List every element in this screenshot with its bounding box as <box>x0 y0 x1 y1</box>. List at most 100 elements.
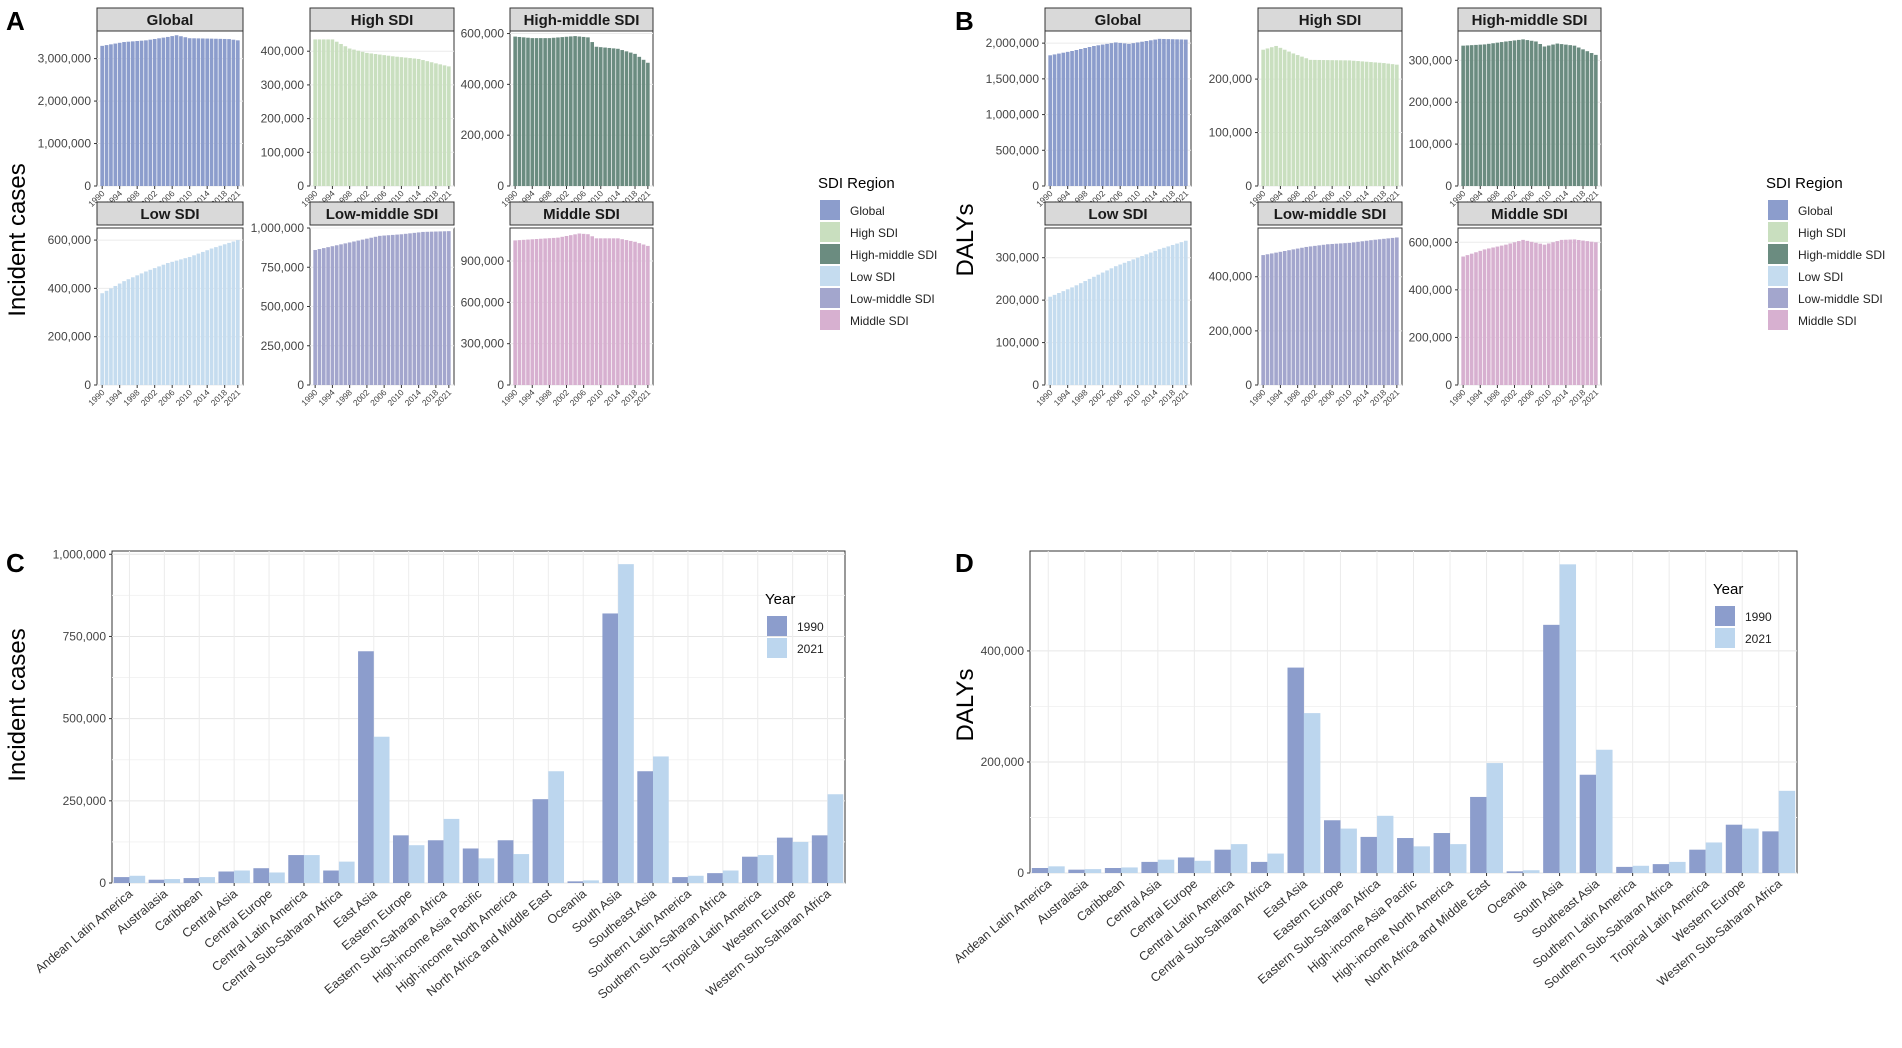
bar <box>1572 45 1577 186</box>
bar <box>1369 240 1373 385</box>
panel-label-b: B <box>955 6 974 36</box>
facet-strip-label: Middle SDI <box>1491 206 1568 223</box>
bar <box>543 238 547 385</box>
legend-key <box>820 244 840 264</box>
x-tick-label: 1998 <box>334 387 355 408</box>
bar <box>1105 270 1109 385</box>
x-tick-label: 1994 <box>1464 387 1485 408</box>
x-tick-label: 2010 <box>1533 387 1554 408</box>
bar <box>1382 63 1386 186</box>
bar <box>326 39 330 186</box>
facet-strip <box>509 201 654 226</box>
bar <box>1465 255 1470 385</box>
bar <box>447 66 451 186</box>
bar-2021 <box>408 845 425 883</box>
bar <box>183 37 188 187</box>
bar <box>1568 45 1572 186</box>
y-tick-label: 200,000 <box>461 128 505 142</box>
bar <box>1568 239 1572 385</box>
bar <box>157 38 161 186</box>
bar <box>526 37 530 186</box>
year-legend-c: Year 1990 2021 <box>765 591 824 658</box>
bar-1990 <box>1652 864 1670 873</box>
bar <box>161 264 166 385</box>
x-tick-label: 1994 <box>104 387 125 408</box>
y-tick-label: 600,000 <box>461 27 505 41</box>
bar <box>1395 64 1399 186</box>
bar <box>1360 241 1365 385</box>
bar-1990 <box>1031 868 1049 873</box>
bar <box>1175 243 1179 385</box>
bar <box>1572 239 1577 385</box>
bar <box>1478 44 1483 187</box>
bar <box>1183 39 1188 187</box>
bar <box>205 250 210 385</box>
x-tick-label: 2010 <box>1122 387 1143 408</box>
facet-strip-label: Low-middle SDI <box>326 206 439 223</box>
y-tick-label: 300,000 <box>996 251 1040 265</box>
y-tick-label: 1,000,000 <box>53 547 107 561</box>
bar <box>1330 243 1334 385</box>
bar <box>1153 39 1158 187</box>
bar <box>1478 250 1483 385</box>
bar <box>1343 243 1347 385</box>
facet-strip-label: Global <box>1095 12 1142 29</box>
bar-1990 <box>1543 624 1560 873</box>
legend-label: High-middle SDI <box>1798 248 1885 262</box>
y-tick-label: 600,000 <box>48 233 92 247</box>
y-tick-label: 100,000 <box>1409 137 1453 151</box>
bar-2021 <box>583 880 599 883</box>
bar <box>425 231 430 385</box>
bar <box>1065 51 1070 186</box>
facet-strip-label: High SDI <box>1299 12 1362 29</box>
bar <box>568 235 573 385</box>
bar <box>209 38 214 187</box>
bar <box>1581 49 1585 186</box>
bar <box>1551 242 1555 385</box>
x-tick-label: 2002 <box>1087 387 1108 408</box>
y-tick-label: 0 <box>99 876 106 890</box>
bar-2021 <box>687 875 704 883</box>
bar-1990 <box>776 837 793 883</box>
bar <box>1369 62 1373 186</box>
bar-2021 <box>1084 869 1102 873</box>
bar <box>573 36 577 186</box>
bar <box>1078 49 1083 186</box>
bar <box>321 39 326 186</box>
bar-1990 <box>1616 866 1633 873</box>
legend-key <box>820 222 840 242</box>
legend-label: Low-middle SDI <box>1798 292 1883 306</box>
bar <box>130 277 135 385</box>
bar <box>1135 257 1140 385</box>
facet-strip <box>1257 201 1403 226</box>
bar <box>530 38 535 187</box>
bar <box>1308 246 1313 385</box>
bar <box>1516 241 1521 385</box>
bar-1990 <box>1141 861 1158 873</box>
legend-label: High-middle SDI <box>850 248 937 262</box>
bar <box>1386 63 1391 186</box>
bar <box>192 255 196 385</box>
bar <box>416 232 421 385</box>
bar <box>1351 60 1356 186</box>
bar <box>1373 62 1378 186</box>
bar-2021 <box>164 879 181 883</box>
bar <box>1096 274 1101 385</box>
bar <box>1576 239 1581 385</box>
x-tick-label: 2002 <box>1299 387 1320 408</box>
bar <box>586 234 590 385</box>
bar <box>382 235 386 385</box>
bar <box>174 35 179 186</box>
bar <box>148 39 153 187</box>
bar-2021 <box>1230 844 1248 873</box>
facet-strip-label: High SDI <box>351 12 414 29</box>
legend-key <box>1768 266 1788 286</box>
x-tick-label: 2002 <box>351 387 372 408</box>
legend-key <box>1715 628 1735 648</box>
panel-b-facet-middle-sdi: Middle SDI0200,000400,000600,00019901994… <box>1409 201 1602 408</box>
bar <box>1521 39 1525 186</box>
bar <box>1360 61 1365 186</box>
bar <box>1356 241 1360 385</box>
bar <box>568 36 573 187</box>
